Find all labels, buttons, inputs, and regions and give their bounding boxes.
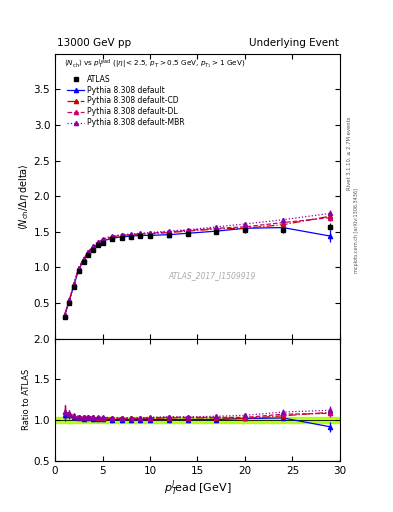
X-axis label: $p_T^l\!$ead [GeV]: $p_T^l\!$ead [GeV]	[164, 478, 231, 498]
Legend: ATLAS, Pythia 8.308 default, Pythia 8.308 default-CD, Pythia 8.308 default-DL, P: ATLAS, Pythia 8.308 default, Pythia 8.30…	[67, 75, 185, 127]
Text: 13000 GeV pp: 13000 GeV pp	[57, 37, 131, 48]
Y-axis label: $\langle N_\mathrm{ch} / \Delta\eta\,\mathrm{delta}\rangle$: $\langle N_\mathrm{ch} / \Delta\eta\,\ma…	[17, 163, 31, 230]
Text: ATLAS_2017_I1509919: ATLAS_2017_I1509919	[168, 271, 255, 281]
Text: Underlying Event: Underlying Event	[249, 37, 339, 48]
Y-axis label: Ratio to ATLAS: Ratio to ATLAS	[22, 369, 31, 431]
Text: Rivet 3.1.10, ≥ 2.7M events: Rivet 3.1.10, ≥ 2.7M events	[347, 117, 352, 190]
Text: mcplots.cern.ch [arXiv:1306.3436]: mcplots.cern.ch [arXiv:1306.3436]	[354, 188, 359, 273]
Text: $\langle N_\mathrm{ch}\rangle$ vs $p_T^\mathrm{lead}$ ($|\eta|<2.5,\,p_T>0.5$ Ge: $\langle N_\mathrm{ch}\rangle$ vs $p_T^\…	[64, 58, 245, 71]
